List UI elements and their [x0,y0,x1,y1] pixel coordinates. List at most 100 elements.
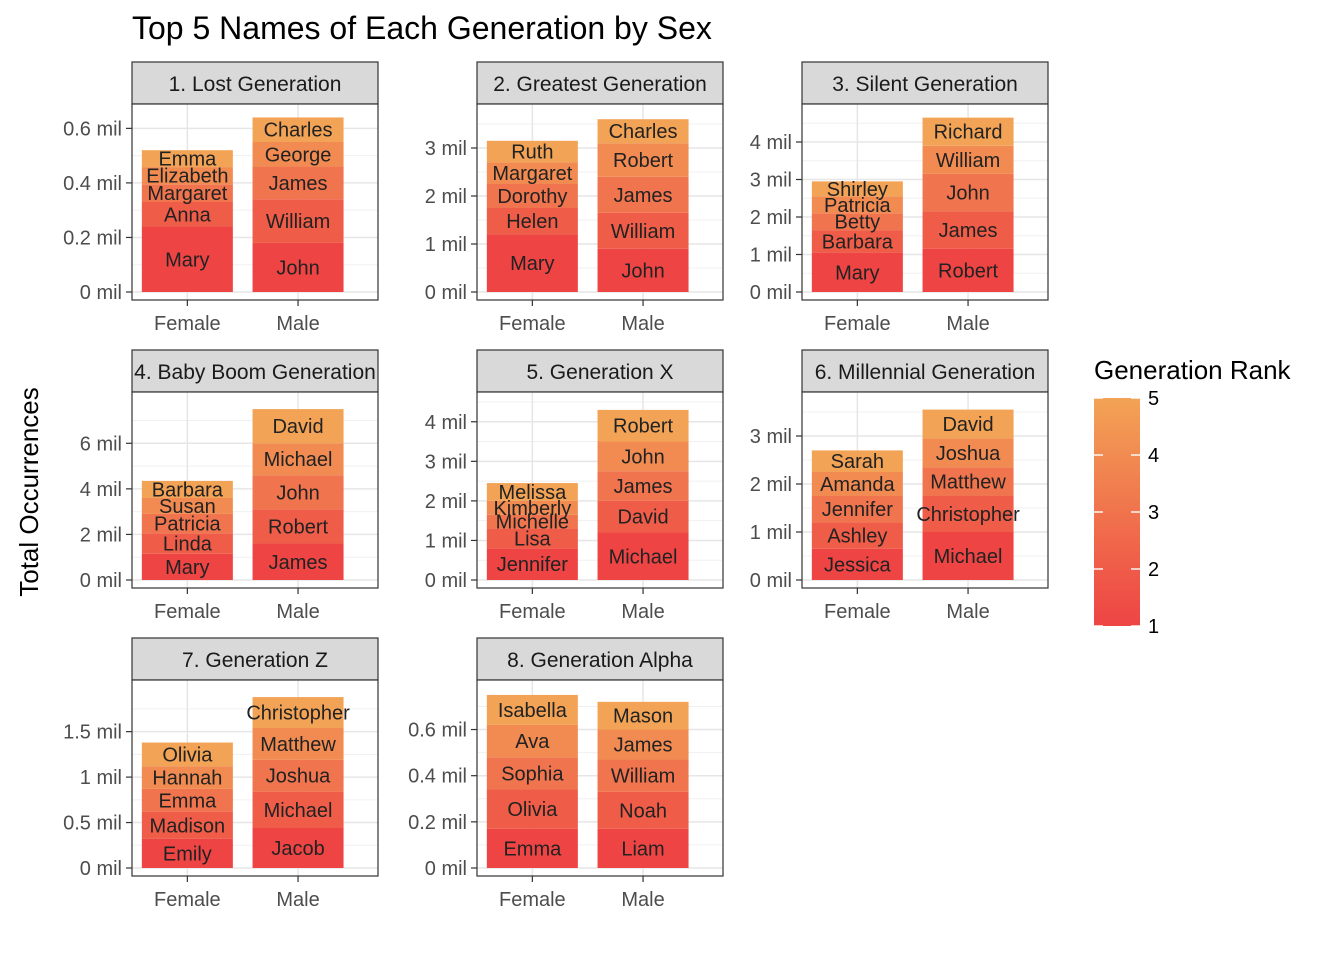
bar-segment [486,184,578,208]
bar-segment [486,140,578,163]
x-tick-label: Male [621,313,664,335]
bar-segment [597,532,689,580]
bar-label: Barbara [152,479,224,501]
y-tick-label: 0.2 mil [63,227,122,249]
facet-strip [131,61,379,105]
bar-segment [922,211,1014,249]
bar-segment [811,252,903,292]
panel-border [476,679,724,877]
facet-strip [801,349,1049,393]
bar-label: James [269,173,328,195]
bar-label: Christopher [916,504,1020,526]
bar-label: Mason [613,706,673,728]
x-tick-label: Male [946,601,989,623]
bar-segment [141,202,233,227]
bar-segment [141,533,233,554]
x-tick-label: Female [824,601,891,623]
legend-tick-label: 4 [1148,445,1159,467]
bar-label: Michelle [496,512,569,534]
bar-label: Noah [619,800,667,822]
bar-segment [486,500,578,515]
y-tick-label: 2 mil [80,524,122,546]
bar-label: Amanda [820,474,895,496]
bar-segment [922,496,1014,532]
legend-tick-label: 5 [1148,388,1159,410]
bar-label: Patricia [154,514,222,536]
bar-segment [486,514,578,529]
bar-segment [252,728,344,760]
panel-border [476,391,724,589]
bar-label: Charles [609,121,678,143]
bar-label: Michael [934,546,1003,568]
bar-label: Hannah [152,768,222,790]
bar-segment [141,766,233,789]
bar-segment [597,759,689,792]
y-tick-label: 3 mil [750,426,792,448]
legend-tick-label: 1 [1148,616,1159,638]
panels: 1. Lost GenerationMaryAnnaMargaretElizab… [63,61,1049,911]
facet-panel: 5. Generation X Jennifer LisaMichelleKimbe… [425,349,724,623]
bar-label: Charles [264,120,333,142]
bar-segment [597,119,689,144]
y-tick-label: 1 mil [80,767,122,789]
bar-segment [486,528,578,549]
bar-segment [252,543,344,580]
facet-panel: 8. Generation Alpha Emma Olivia Sophia Ava Is… [408,637,724,911]
x-tick-label: Male [276,313,319,335]
bar-label: Emily [163,843,212,865]
bar-label: Emma [503,838,562,860]
legend-tick-label: 2 [1148,559,1159,581]
bar-label: Kimberly [493,498,571,520]
panel-border [131,391,379,589]
bar-label: Helen [506,211,558,233]
bar-label: Matthew [930,472,1006,494]
bar-segment [811,196,903,214]
bar-label: David [942,414,993,436]
bar-label: Sophia [501,763,564,785]
bar-segment [597,212,689,249]
facet-strip [476,61,724,105]
bar-segment [922,117,1014,146]
panel-border [131,103,379,301]
bar-segment [811,230,903,253]
y-tick-label: 2 mil [425,186,467,208]
bar-label: Susan [159,496,216,518]
bar-label: Mary [165,249,209,271]
bar-segment [252,697,344,728]
bar-label: Barbara [822,231,894,253]
facet-panel: 4. Baby Boom Generation MaryLindaPatricia… [80,349,379,623]
bar-segment [252,199,344,243]
x-tick-label: Male [946,313,989,335]
bar-segment [597,143,689,177]
bar-segment [486,162,578,184]
bar-segment [597,729,689,760]
bar-segment [252,759,344,792]
bar-segment [597,176,689,213]
facet-strip [476,349,724,393]
x-tick-label: Male [621,889,664,911]
x-tick-label: Male [276,889,319,911]
facet-panel: 6. Millennial Generation Jessica Ashley Jen… [750,349,1049,623]
facet-strip-label: 1. Lost Generation [169,73,342,96]
y-tick-label: 0.6 mil [408,720,467,742]
bar-label: Shirley [827,179,888,201]
y-tick-label: 0 mil [425,570,467,592]
bar-segment [597,471,689,501]
chart-title: Top 5 Names of Each Generation by Sex [132,10,712,46]
bar-segment [252,475,344,510]
bar-label: John [276,257,319,279]
bar-label: Isabella [498,700,568,722]
y-tick-label: 4 mil [80,479,122,501]
y-tick-label: 3 mil [425,451,467,473]
bar-label: Emma [158,790,217,812]
facet-strip-label: 7. Generation Z [182,649,328,672]
bar-label: John [276,482,319,504]
bar-label: Robert [268,516,328,538]
facet-strip [131,637,379,681]
y-tick-label: 0 mil [750,282,792,304]
y-tick-label: 0.4 mil [63,173,122,195]
bar-label: George [265,144,332,166]
x-tick-label: Female [499,313,566,335]
bar-segment [486,828,578,868]
